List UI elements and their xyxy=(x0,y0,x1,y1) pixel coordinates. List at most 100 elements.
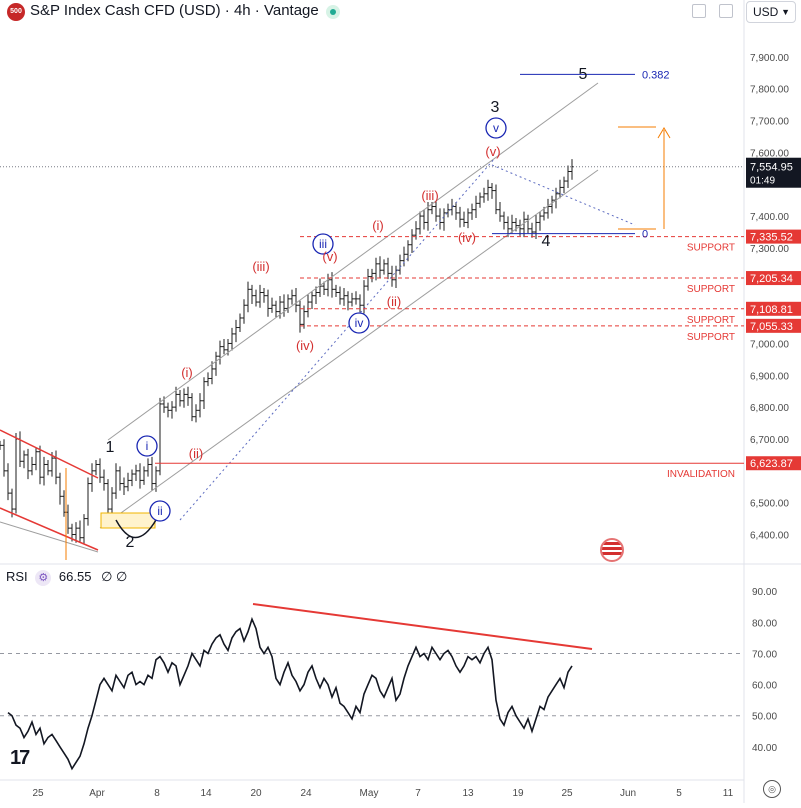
wedge-lower-line xyxy=(0,507,99,551)
market-status-icon xyxy=(326,5,340,19)
price-tick-label: 7,400.00 xyxy=(750,212,789,223)
rsi-line xyxy=(7,616,573,771)
price-tick-label: 6,900.00 xyxy=(750,371,789,382)
settings-icon[interactable]: ◎ xyxy=(763,780,781,798)
wave-major-label: 4 xyxy=(542,233,551,250)
time-tick-label: May xyxy=(360,788,379,799)
level-price-badge xyxy=(746,318,801,333)
fib-0382-label: 0.382 xyxy=(642,69,670,81)
chart-header: 500 S&P Index Cash CFD (USD) · 4h · Vant… xyxy=(0,0,740,24)
level-price-label: 7,205.34 xyxy=(750,273,793,285)
channel-lower-line xyxy=(99,169,599,529)
bar-countdown: 01:49 xyxy=(750,176,775,187)
us-flag-icon xyxy=(600,538,624,562)
wave-red-label: (iv) xyxy=(296,338,314,353)
wave-red-label: (iii) xyxy=(421,188,438,203)
price-tick-label: 7,600.00 xyxy=(750,148,789,159)
wave-red-label: (v) xyxy=(322,249,337,264)
level-price-label: 7,055.33 xyxy=(750,321,793,333)
price-tick-label: 7,900.00 xyxy=(750,53,789,64)
time-tick-label: 24 xyxy=(300,788,312,799)
wave-circle-marker xyxy=(485,117,507,139)
wave-major-label: 1 xyxy=(106,439,115,456)
wave-major-label: 3 xyxy=(491,99,500,116)
wedge-upper-line xyxy=(0,429,99,479)
currency-label: USD xyxy=(753,5,779,19)
symbol-badge: 500 xyxy=(7,3,25,21)
wave-red-label: (iv) xyxy=(458,230,476,245)
fib-0-label: 0 xyxy=(642,229,648,241)
wave-red-label: (i) xyxy=(372,218,384,233)
price-tick-label: 6,700.00 xyxy=(750,435,789,446)
wave-red-label: (ii) xyxy=(387,294,401,309)
invalidation-label: INVALIDATION xyxy=(667,469,735,480)
time-tick-label: 8 xyxy=(154,788,160,799)
wave-red-label: (ii) xyxy=(189,446,203,461)
rsi-extras: ∅ ∅ xyxy=(101,569,128,584)
level-price-badge xyxy=(746,301,801,316)
wave-4-projection xyxy=(491,164,636,226)
rsi-header: RSI ⚙ 66.55 ∅ ∅ xyxy=(6,569,127,587)
time-tick-label: Jun xyxy=(620,788,636,799)
wave-red-label: (v) xyxy=(485,144,500,159)
currency-select[interactable]: USD ▼ xyxy=(746,1,796,23)
level-price-badge xyxy=(746,229,801,244)
last-price-badge xyxy=(746,157,801,188)
support-label: SUPPORT xyxy=(687,315,735,326)
symbol-title[interactable]: S&P Index Cash CFD (USD) · 4h · Vantage xyxy=(30,2,319,19)
time-tick-label: 7 xyxy=(415,788,421,799)
support-label: SUPPORT xyxy=(687,332,735,343)
rsi-tick-label: 50.00 xyxy=(752,712,777,723)
wave-circle-marker xyxy=(312,233,334,255)
level-price-badge xyxy=(746,271,801,286)
rsi-divergence-line xyxy=(252,603,593,650)
pencil-icon[interactable] xyxy=(692,4,706,18)
time-tick-label: 25 xyxy=(32,788,44,799)
wave-blue-label: iv xyxy=(355,316,364,330)
tradingview-logo: 17 xyxy=(10,747,30,769)
support-label: SUPPORT xyxy=(687,284,735,295)
wave-circle-marker xyxy=(348,312,370,334)
rsi-tick-label: 70.00 xyxy=(752,649,777,660)
target-arrow-head xyxy=(657,127,671,139)
rsi-tick-label: 90.00 xyxy=(752,587,777,598)
price-tick-label: 6,800.00 xyxy=(750,403,789,414)
wave-blue-label: iii xyxy=(319,237,327,251)
wave-blue-label: v xyxy=(493,121,499,135)
time-tick-label: 5 xyxy=(676,788,682,799)
price-tick-label: 6,400.00 xyxy=(750,531,789,542)
support-label: SUPPORT xyxy=(687,243,735,254)
wave-major-label: 5 xyxy=(579,66,588,83)
time-tick-label: Apr xyxy=(89,788,105,799)
price-tick-label: 7,000.00 xyxy=(750,339,789,350)
rsi-settings-icon[interactable]: ⚙ xyxy=(35,569,52,586)
wave-circle-marker xyxy=(136,435,158,457)
chevron-down-icon: ▼ xyxy=(781,7,790,17)
level-price-label: 7,108.81 xyxy=(750,304,793,316)
price-tick-label: 6,500.00 xyxy=(750,499,789,510)
channel-upper-line xyxy=(107,82,599,441)
rsi-tick-label: 40.00 xyxy=(752,743,777,754)
wave-red-label: (i) xyxy=(181,365,193,380)
rsi-value: 66.55 xyxy=(58,569,92,584)
price-tick-label: 7,800.00 xyxy=(750,85,789,96)
time-tick-label: 20 xyxy=(250,788,262,799)
price-tick-label: 7,300.00 xyxy=(750,244,789,255)
rsi-tick-label: 80.00 xyxy=(752,618,777,629)
rsi-label: RSI xyxy=(6,569,28,584)
level-price-label: 7,335.52 xyxy=(750,232,793,244)
wave-blue-label: i xyxy=(146,439,149,453)
rsi-tick-label: 60.00 xyxy=(752,681,777,692)
time-tick-label: 11 xyxy=(723,788,734,799)
wave-blue-label: ii xyxy=(157,504,162,518)
level-price-label: 6,623.87 xyxy=(750,458,793,470)
wave-2-arc xyxy=(115,519,157,539)
wave-red-label: (iii) xyxy=(252,259,269,274)
demand-zone xyxy=(100,512,156,529)
wedge-inner-line xyxy=(0,521,99,553)
price-tick-label: 7,700.00 xyxy=(750,117,789,128)
time-tick-label: 14 xyxy=(200,788,212,799)
maximize-icon[interactable] xyxy=(719,4,733,18)
